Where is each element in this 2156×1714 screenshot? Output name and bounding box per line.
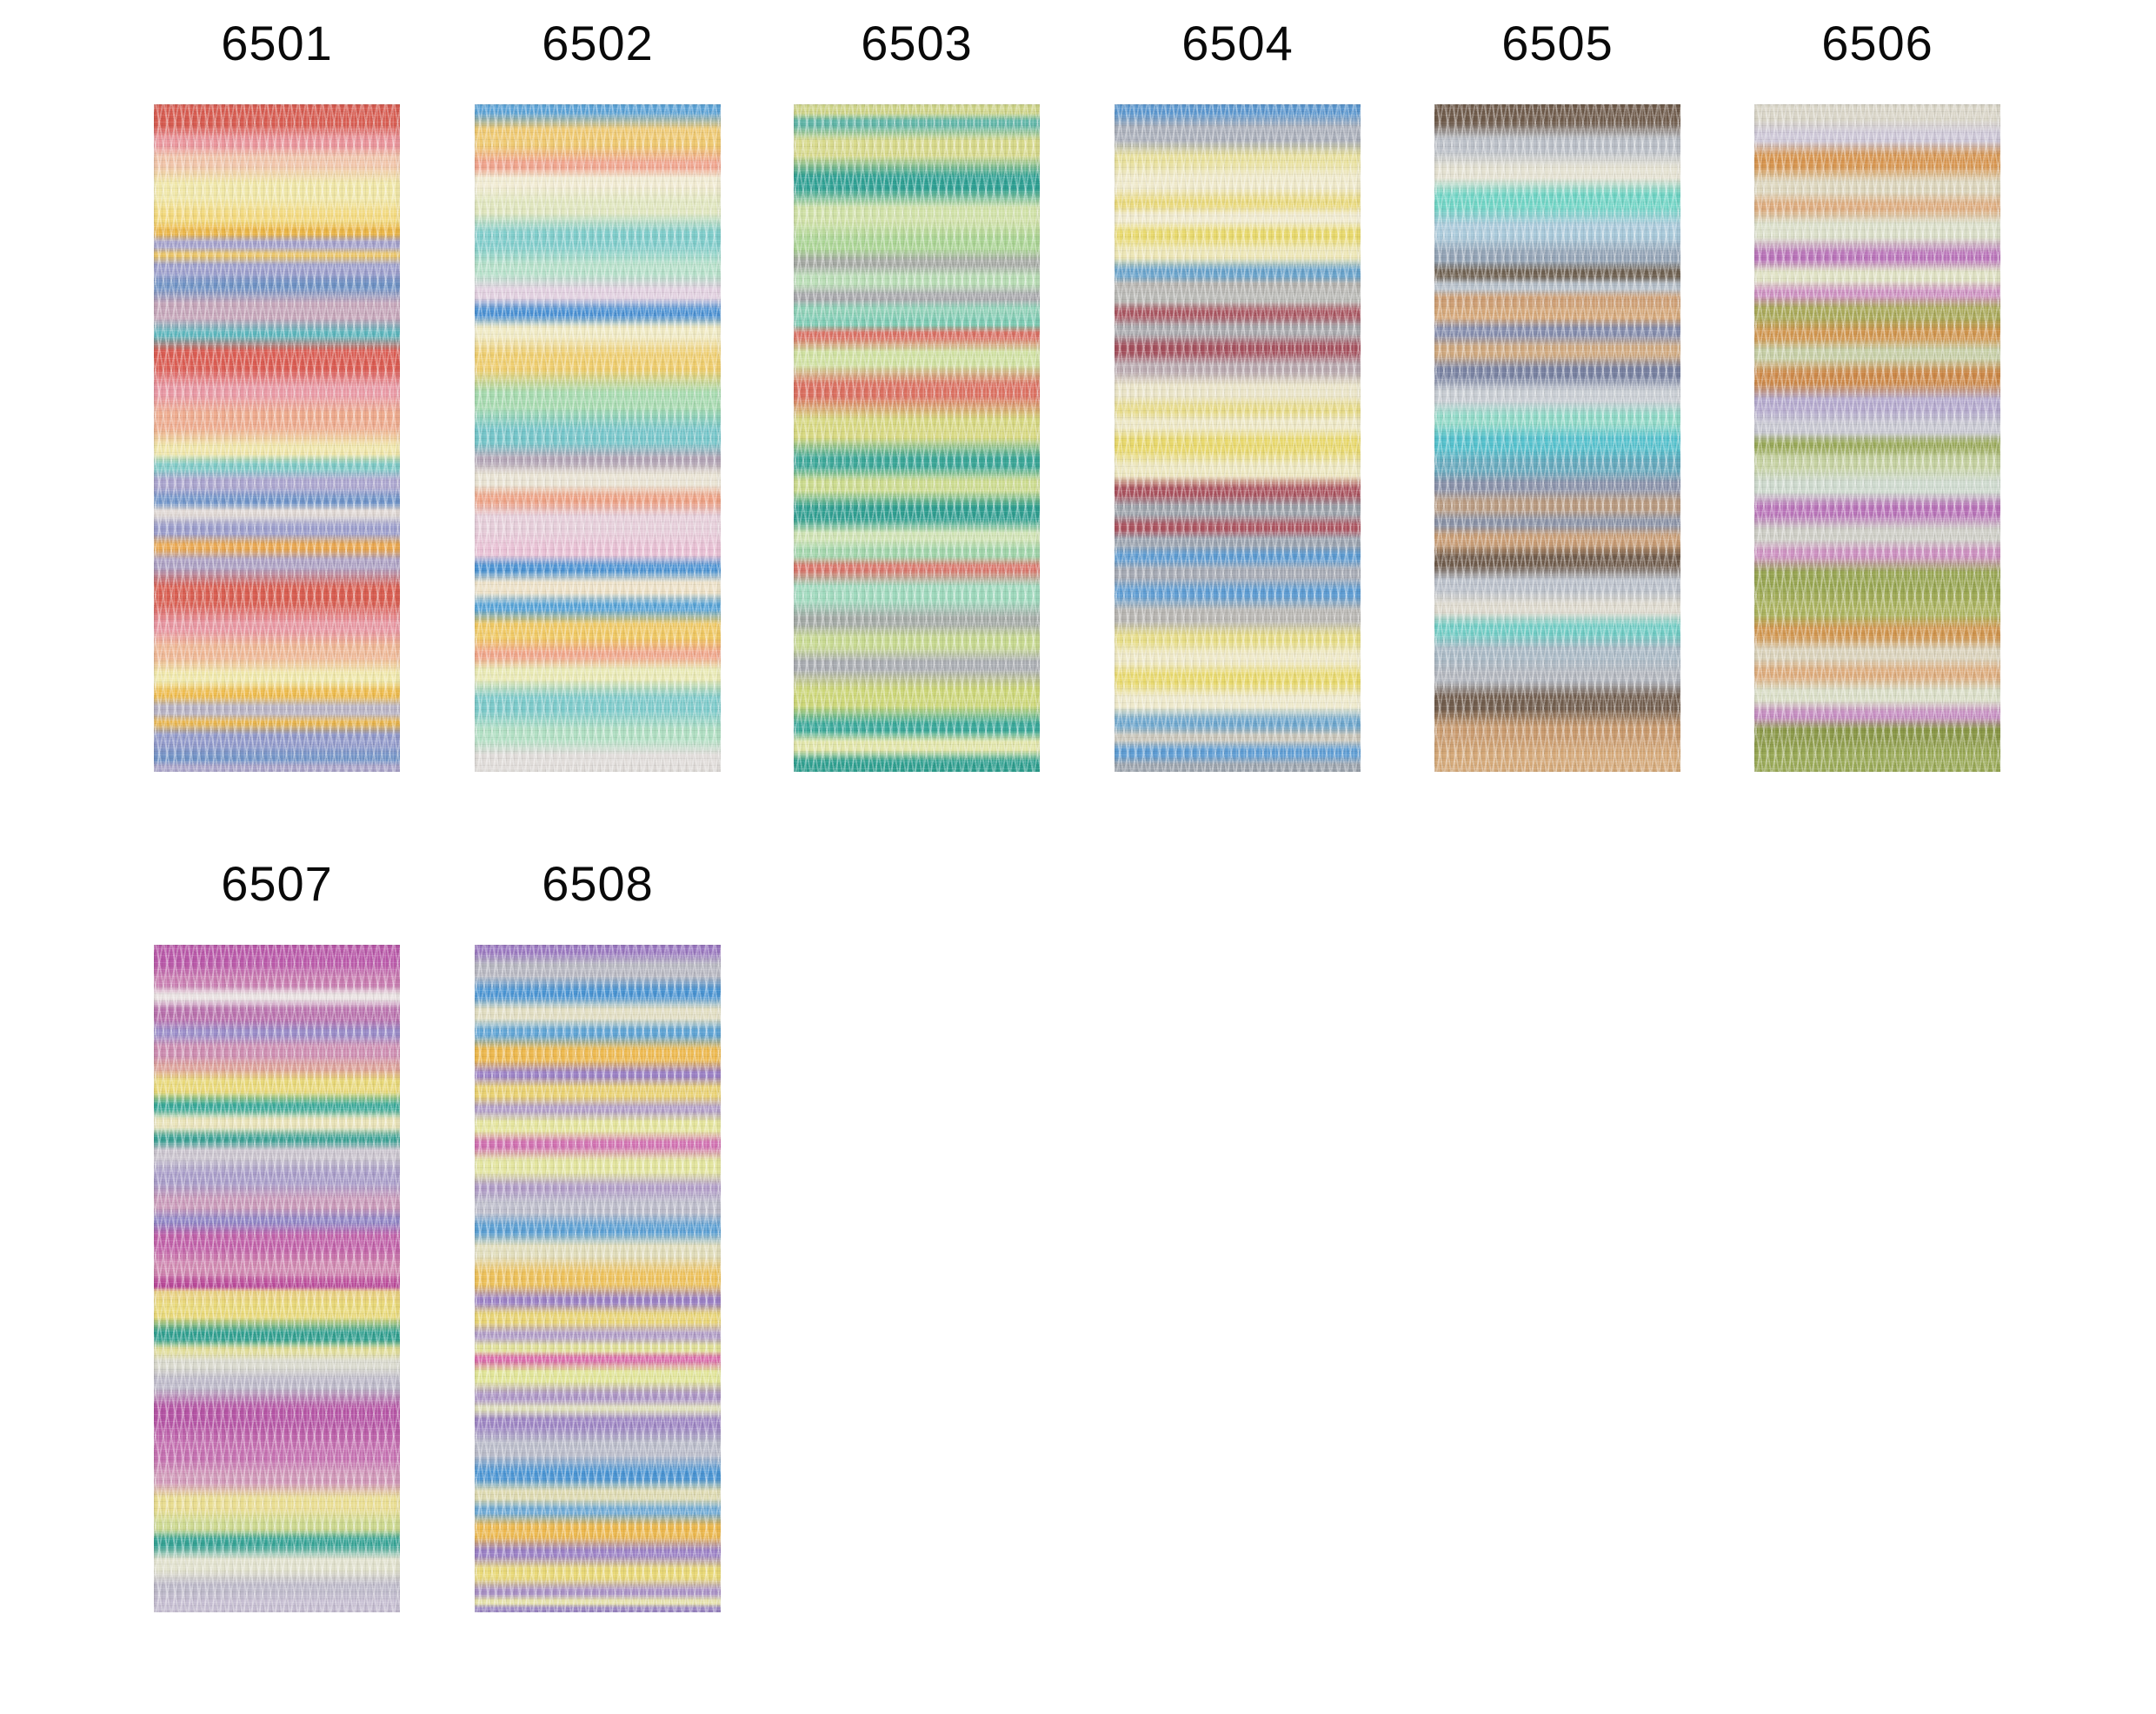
swatch-label-6505: 6505 [1501, 16, 1614, 70]
swatch-card-6501: 6501 [154, 17, 400, 772]
yarn-swatch-6508 [475, 945, 721, 1612]
swatch-card-6505: 6505 [1434, 17, 1680, 772]
swatch-label-6508: 6508 [542, 856, 654, 911]
swatch-label-6504: 6504 [1181, 16, 1294, 70]
yarn-swatch-6503 [794, 104, 1040, 772]
yarn-swatch-6502 [475, 104, 721, 772]
swatch-label-6503: 6503 [861, 16, 973, 70]
yarn-swatch-6505 [1434, 104, 1680, 772]
yarn-swatch-6507 [154, 945, 400, 1612]
yarn-swatch-6506 [1754, 104, 2000, 772]
swatch-label-6501: 6501 [221, 16, 333, 70]
swatch-card-6506: 6506 [1754, 17, 2000, 772]
swatch-label-6502: 6502 [542, 16, 654, 70]
swatch-label-6506: 6506 [1821, 16, 1933, 70]
yarn-swatch-6504 [1115, 104, 1361, 772]
swatch-card-6504: 6504 [1115, 17, 1361, 772]
yarn-swatch-6501 [154, 104, 400, 772]
swatch-card-6502: 6502 [475, 17, 721, 772]
swatch-label-6507: 6507 [221, 856, 333, 911]
swatch-card-6508: 6508 [475, 858, 721, 1612]
swatch-card-6507: 6507 [154, 858, 400, 1612]
swatch-card-6503: 6503 [794, 17, 1040, 772]
